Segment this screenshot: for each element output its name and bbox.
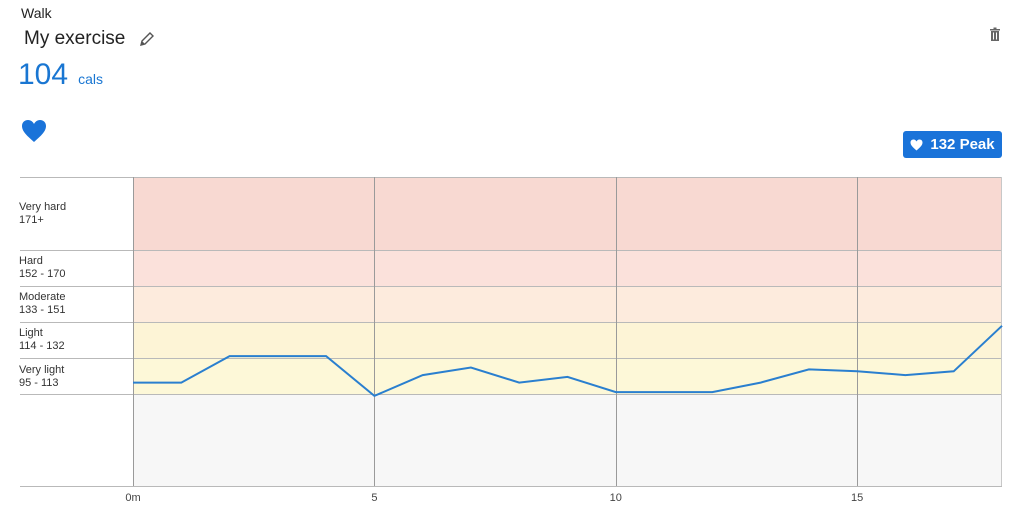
zone-label-light: Light 114 - 132 [19, 327, 65, 353]
zone-name: Moderate [19, 291, 65, 304]
x-tick-label: 5 [371, 492, 377, 504]
zone-name: Hard [19, 255, 65, 268]
zone-range: 171+ [19, 214, 66, 227]
zone-band-hard [133, 250, 1002, 286]
zone-name: Very light [19, 364, 64, 377]
zone-label-very-light: Very light 95 - 113 [19, 364, 64, 390]
x-tick-label: 10 [610, 492, 622, 504]
zone-range: 133 - 151 [19, 304, 65, 317]
zone-label-very-hard: Very hard 171+ [19, 201, 66, 227]
zone-label-moderate: Moderate 133 - 151 [19, 291, 65, 317]
zone-range: 114 - 132 [19, 340, 65, 353]
zone-name: Light [19, 327, 65, 340]
x-tick-label: 0m [125, 492, 140, 504]
zone-band-light [133, 322, 1002, 358]
zone-range: 95 - 113 [19, 377, 64, 390]
zone-band-very-hard [133, 177, 1002, 250]
zone-band-rest [133, 394, 1002, 486]
zone-label-hard: Hard 152 - 170 [19, 255, 65, 281]
zone-range: 152 - 170 [19, 268, 65, 281]
x-tick-label: 15 [851, 492, 863, 504]
zone-band-moderate [133, 286, 1002, 322]
zone-name: Very hard [19, 201, 66, 214]
